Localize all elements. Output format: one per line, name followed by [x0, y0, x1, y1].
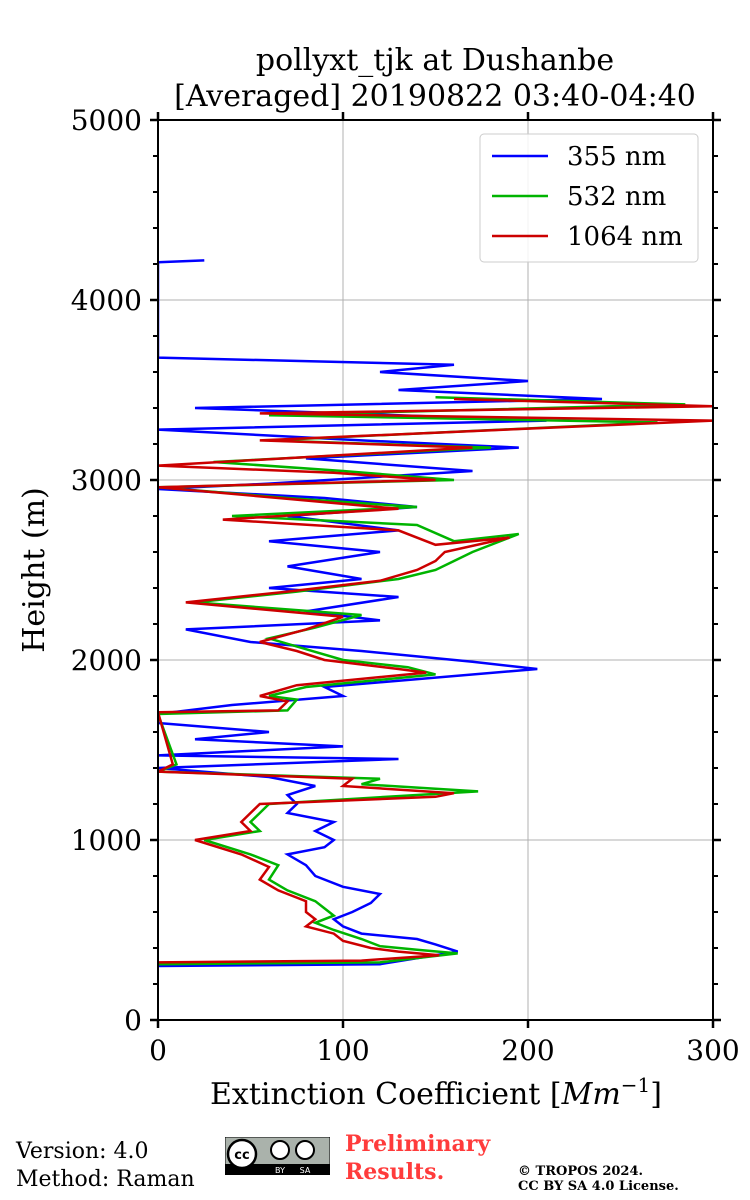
legend-label-532: 532 nm [567, 182, 666, 212]
series-line-355-nm [158, 259, 603, 968]
series-line-1064-nm [158, 397, 713, 964]
badge-cc: cc [234, 1148, 249, 1163]
series-layer [158, 259, 713, 968]
badge-sa: SA [300, 1166, 311, 1175]
chart-title-line2: [Averaged] 20190822 03:40-04:40 [174, 79, 696, 114]
x-tick-label: 0 [149, 1034, 167, 1067]
by-icon [270, 1140, 290, 1160]
y-tick-label: 5000 [71, 104, 142, 137]
series-line-532-nm [158, 395, 686, 966]
plot-frame [157, 119, 714, 1021]
legend-label-1064: 1064 nm [567, 222, 683, 252]
copyright-notice: © TROPOS 2024. CC BY SA 4.0 License. [518, 1164, 679, 1194]
legend: 355 nm 532 nm 1064 nm [479, 133, 699, 263]
method-text: Method: Raman [16, 1167, 195, 1192]
copyright-line2: CC BY SA 4.0 License. [518, 1179, 679, 1194]
legend-label-355: 355 nm [567, 142, 666, 172]
badge-by: BY [275, 1166, 285, 1175]
y-tick-label: 4000 [71, 284, 142, 317]
x-tick-label: 100 [316, 1034, 369, 1067]
chart-title-line1: pollyxt_tjk at Dushanbe [256, 43, 614, 78]
cc-by-sa-badge: cc BY SA [225, 1137, 330, 1175]
version-text: Version: 4.0 [16, 1139, 149, 1164]
legend-box [479, 133, 699, 263]
x-tick-label: 300 [686, 1034, 739, 1067]
x-axis-label: Extinction Coefficient [Mm−1] [210, 1073, 662, 1112]
y-axis-label: Height (m) [17, 487, 52, 652]
version-info: Version: 4.0 Method: Raman [16, 1138, 195, 1194]
y-tick-label: 0 [124, 1004, 142, 1037]
preliminary-line2: Results. [345, 1159, 445, 1185]
x-tick-label: 200 [501, 1034, 554, 1067]
preliminary-results: Preliminary Results. [345, 1130, 490, 1186]
sa-icon [295, 1140, 315, 1160]
y-tick-label: 2000 [71, 644, 142, 677]
y-tick-label: 1000 [71, 824, 142, 857]
y-tick-label: 3000 [71, 464, 142, 497]
preliminary-line1: Preliminary [345, 1131, 491, 1157]
copyright-line1: © TROPOS 2024. [518, 1164, 644, 1179]
